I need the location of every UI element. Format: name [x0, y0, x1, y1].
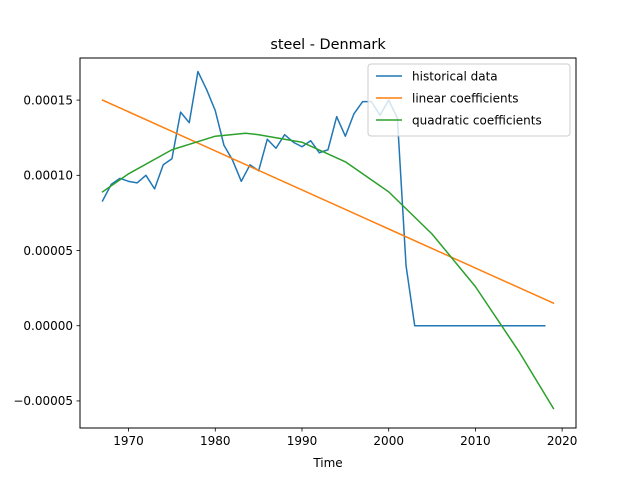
- y-tick-label: 0.00010: [23, 169, 73, 183]
- x-tick-label: 2000: [373, 434, 404, 448]
- axes-frame: [79, 57, 577, 429]
- x-tick-label: 1990: [287, 434, 318, 448]
- x-tick-label: 2010: [460, 434, 491, 448]
- x-tick-label: 2020: [547, 434, 578, 448]
- series-lines: [101, 70, 555, 410]
- series-line-2: [101, 132, 555, 410]
- x-axis-label: Time: [312, 456, 342, 470]
- legend-label-1: linear coefficients: [412, 91, 519, 105]
- legend-box: [367, 63, 571, 137]
- y-tick-label: 0.00000: [23, 319, 73, 333]
- plot-area: [101, 70, 555, 410]
- y-tick-label: −0.00005: [13, 394, 73, 408]
- y-axis: −0.00005 0.00000 0.00005 0.00010 0.00015: [13, 93, 80, 408]
- legend: historical data linear coefficients quadra…: [367, 63, 571, 137]
- x-tick-label: 1980: [200, 434, 231, 448]
- legend-label-0: historical data: [412, 69, 498, 83]
- y-tick-label: 0.00015: [23, 93, 73, 107]
- y-tick-label: 0.00005: [23, 244, 73, 258]
- legend-label-2: quadratic coefficients: [412, 113, 542, 127]
- x-axis: 1970 1980 1990 2000 2010 2020: [113, 428, 577, 448]
- chart-title: steel - Denmark: [270, 37, 386, 53]
- series-line-1: [101, 99, 555, 305]
- x-tick-label: 1970: [113, 434, 144, 448]
